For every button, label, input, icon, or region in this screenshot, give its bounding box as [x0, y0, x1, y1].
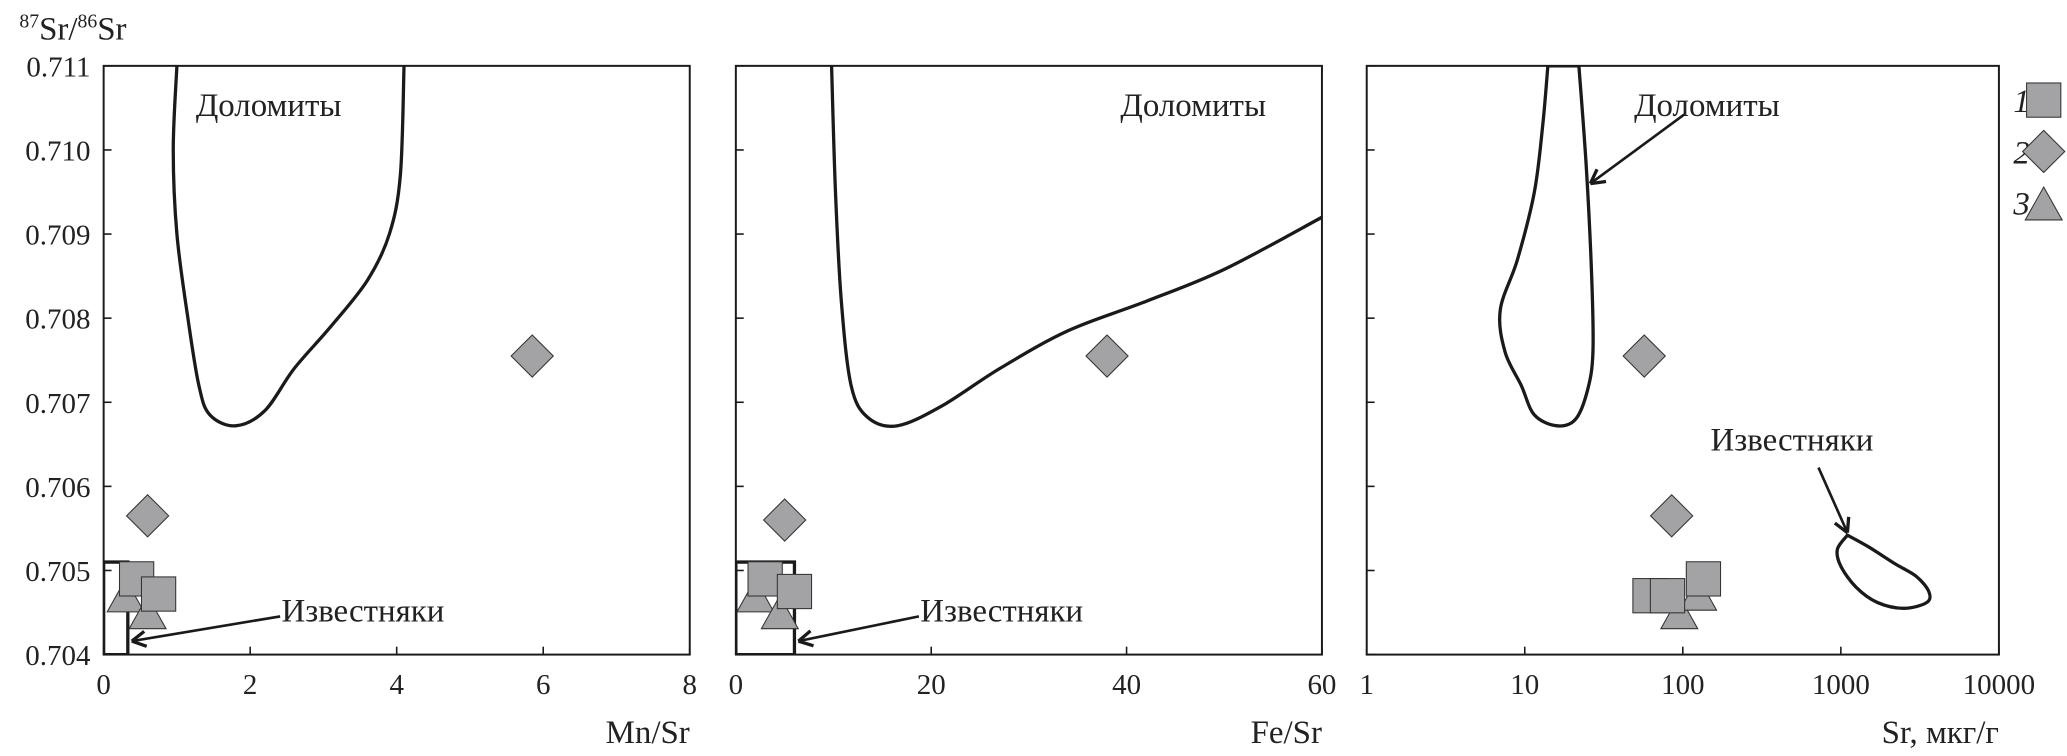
dolomite-label: Доломиты: [1634, 88, 1780, 124]
legend-label-1: 1: [2013, 84, 2029, 120]
x-tick-label: 0: [729, 669, 743, 701]
plot-frame: [102, 64, 691, 656]
dolomite-field: [829, 65, 1322, 428]
panel-3: 1 10 100 1000 10000 Sr, мкг/г Доломиты Известня…: [1359, 64, 2035, 751]
x-axis-title: Fe/Sr: [1251, 715, 1322, 751]
x-tick-label: 40: [1112, 669, 1141, 701]
arrow-head: [1833, 521, 1849, 534]
arrow-head: [797, 629, 812, 643]
point-series-1: [1685, 561, 1722, 597]
legend: 1 2 3: [2012, 82, 2066, 223]
y-tick-label: 0.710: [25, 135, 90, 167]
y-axis-title: 87Sr/86Sr: [19, 11, 126, 48]
y-tick-label: 0.704: [25, 640, 91, 672]
legend-marker-triangle: [2024, 185, 2064, 221]
point-series-2: [1622, 334, 1667, 378]
arrow-head: [1845, 516, 1851, 533]
point-series-2: [1085, 334, 1129, 378]
point-series-2: [125, 493, 170, 538]
y-tick-label: 0.706: [25, 472, 90, 504]
limestone-label: Известняки: [920, 594, 1083, 630]
legend-marker-diamond: [2021, 129, 2066, 174]
dolomite-field: [171, 65, 406, 428]
dolomite-arrow: [1589, 113, 1685, 185]
x-tick-label: 8: [683, 669, 697, 701]
dolomite-label: Доломиты: [196, 88, 342, 124]
point-series-1: [776, 573, 813, 610]
limestone-field: [735, 560, 797, 655]
y-tick-label: 0.707: [25, 388, 90, 420]
x-axis-title: Sr, мкг/г: [1882, 715, 1999, 751]
arrow-head: [797, 639, 814, 648]
point-series-1: [747, 561, 783, 597]
panel-1: 0.704 0.705 0.706 0.707 0.708 0.709 0.710 0.711…: [25, 51, 697, 750]
y-tick-label: 0.709: [25, 220, 90, 252]
x-tick-label: 20: [917, 669, 946, 701]
dolomite-label: Доломиты: [1120, 88, 1266, 124]
x-axis-title: Mn/Sr: [606, 715, 690, 751]
point-series-1: [140, 576, 177, 612]
x-tick-label: 1000: [1812, 669, 1870, 701]
point-series-2: [510, 334, 555, 378]
dolomite-field: [1498, 65, 1595, 428]
fields: [735, 65, 1322, 655]
fields: [1498, 65, 1932, 610]
limestone-arrow: [131, 615, 281, 643]
x-tick-label: 10: [1510, 669, 1539, 701]
arrow-head: [1590, 179, 1607, 186]
x-tick-label: 6: [536, 669, 550, 701]
point-series-3: [760, 594, 800, 630]
x-tick-label: 1: [1359, 669, 1373, 701]
point-series-3: [128, 594, 167, 630]
x-tick-label: 2: [243, 669, 257, 701]
limestone-arrow: [1817, 467, 1849, 534]
plot-frame: [734, 64, 1323, 656]
x-tick-label: 100: [1661, 669, 1704, 701]
x-tick-label: 10000: [1963, 669, 2035, 701]
arrow-head: [130, 630, 146, 643]
limestone-field: [1835, 533, 1932, 610]
legend-label-3: 3: [2012, 187, 2029, 223]
point-series-2: [1649, 493, 1694, 538]
y-tick-label: 0.711: [26, 51, 90, 83]
x-tick-label: 0: [96, 669, 110, 701]
x-tick-label: 4: [389, 669, 404, 701]
limestone-label: Известняки: [281, 594, 444, 630]
legend-label-2: 2: [2013, 135, 2029, 171]
plot-frame: [1365, 64, 2000, 656]
y-tick-label: 0.708: [25, 304, 90, 336]
point-series-1: [1649, 578, 1686, 614]
limestone-label: Известняки: [1710, 422, 1873, 458]
y-tick-label: 0.705: [25, 556, 90, 588]
arrow-head: [131, 639, 148, 648]
point-series-2: [762, 498, 807, 542]
arrow-head: [1588, 168, 1599, 185]
panel-2: 0 20 40 60 Fe/Sr Доломиты Известняки: [729, 64, 1336, 751]
x-tick-label: 60: [1307, 669, 1336, 701]
limestone-arrow: [798, 615, 920, 643]
legend-marker-square: [2026, 82, 2062, 118]
